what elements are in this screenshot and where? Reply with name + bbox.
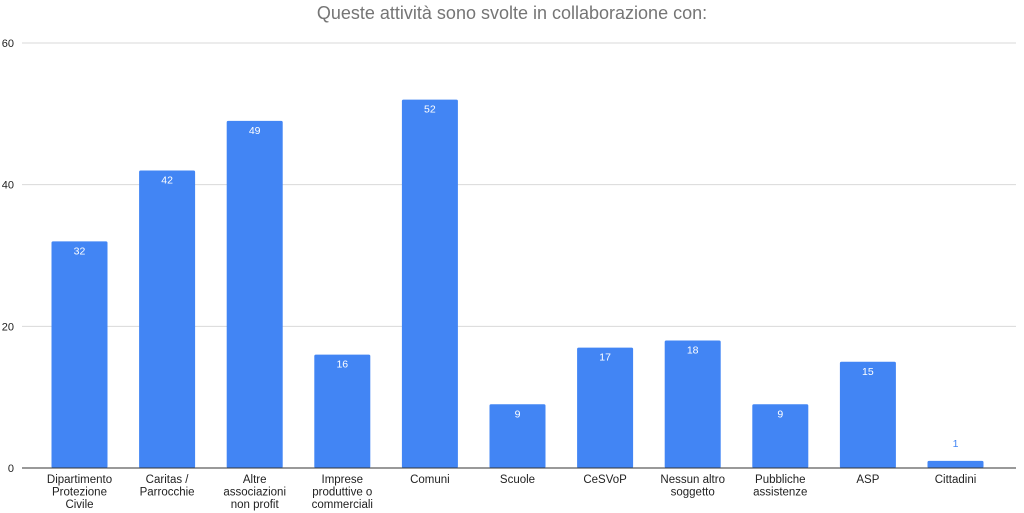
y-tick-label: 60 [2, 38, 14, 50]
category-label: Cittadini [935, 474, 977, 486]
category-label: Altre associazioni non profit [223, 474, 286, 511]
category-label: Scuole [500, 474, 535, 486]
data-label: 9 [515, 408, 521, 420]
bar [577, 347, 634, 468]
bar [226, 120, 283, 469]
data-label: 32 [74, 245, 86, 257]
category-label-line: Altre [243, 474, 267, 486]
data-label: 16 [336, 359, 348, 371]
category-label-line: ASP [856, 474, 879, 486]
category-label: Nessun altro soggetto [660, 474, 725, 499]
y-tick-label: 40 [2, 180, 14, 192]
category-label-line: Comuni [410, 474, 450, 486]
data-label: 42 [161, 175, 173, 187]
category-label-line: Nessun altro [660, 474, 725, 486]
category-label-line: assistenze [753, 487, 807, 499]
category-label-line: Pubbliche [755, 474, 806, 486]
data-label: 1 [953, 438, 959, 450]
category-label: Comuni [410, 474, 450, 486]
bar [314, 354, 371, 468]
y-tick-label: 0 [8, 463, 14, 475]
chart-title: Queste attività sono svolte in collabora… [316, 3, 708, 23]
category-label: Caritas / Parrocchie [140, 474, 195, 499]
bar [139, 170, 196, 468]
category-label-line: Protezione [52, 487, 107, 499]
bar [752, 404, 809, 468]
category-label: CeSVoP [583, 474, 627, 486]
bar [927, 460, 984, 468]
category-label-line: Caritas / [146, 474, 190, 486]
category-label-line: Scuole [500, 474, 535, 486]
category-label-line: Cittadini [935, 474, 977, 486]
category-label: Dipartimento Protezione Civile [47, 474, 112, 511]
data-label: 18 [687, 345, 699, 357]
category-label-line: non profit [231, 499, 280, 511]
category-label-line: produttive o [312, 487, 372, 499]
category-label-line: associazioni [223, 487, 286, 499]
category-label-line: CeSVoP [583, 474, 627, 486]
category-label-line: Imprese [322, 474, 364, 486]
category-label-line: Civile [65, 499, 93, 511]
bar [839, 361, 896, 468]
bar [51, 241, 108, 468]
data-label: 15 [862, 366, 874, 378]
category-label-line: Parrocchie [140, 487, 195, 499]
category-label-line: Dipartimento [47, 474, 112, 486]
category-label: Imprese produttive o commerciali [312, 474, 373, 511]
data-label: 52 [424, 104, 436, 116]
bar [401, 99, 458, 469]
bar [489, 404, 546, 468]
data-label: 17 [599, 352, 611, 364]
category-label-line: soggetto [671, 487, 715, 499]
bar [664, 340, 721, 468]
y-tick-label: 20 [2, 321, 14, 333]
category-label-line: commerciali [312, 499, 373, 511]
category-label: Pubbliche assistenze [753, 474, 807, 499]
category-label: ASP [856, 474, 879, 486]
data-label: 49 [249, 125, 261, 137]
data-label: 9 [777, 408, 783, 420]
